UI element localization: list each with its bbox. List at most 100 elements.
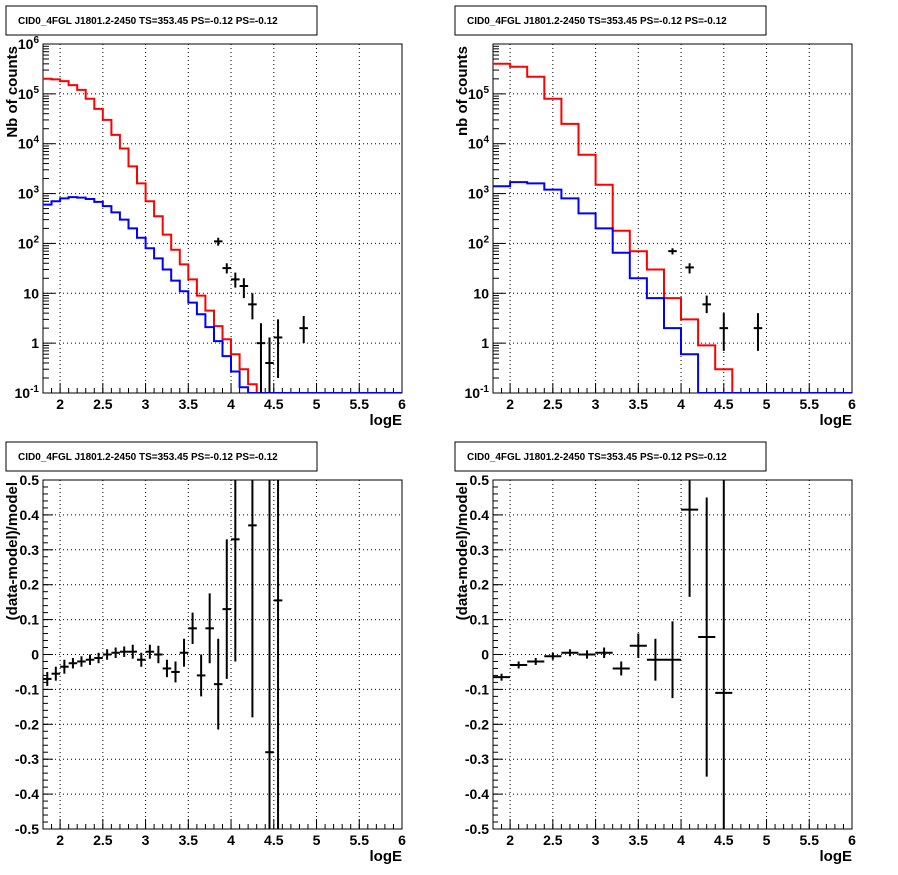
y-tick-label: 102 bbox=[468, 234, 490, 251]
y-tick-label: 10-1 bbox=[465, 384, 490, 401]
data-point bbox=[119, 646, 129, 657]
data-point bbox=[595, 647, 613, 658]
y-tick-label: 1 bbox=[481, 335, 489, 351]
data-point bbox=[719, 313, 729, 351]
x-tick-label: 4 bbox=[227, 832, 235, 848]
x-tick-label: 4.5 bbox=[264, 832, 284, 848]
data-point bbox=[137, 652, 146, 667]
x-tick-label: 6 bbox=[398, 832, 406, 848]
x-tick-label: 6 bbox=[848, 832, 856, 848]
x-tick-label: 5.5 bbox=[800, 396, 820, 412]
y-tick-label: 0.1 bbox=[20, 612, 40, 628]
x-tick-label: 2 bbox=[506, 396, 514, 412]
y-tick-label: 103 bbox=[468, 185, 490, 202]
data-point bbox=[205, 593, 214, 664]
data-point bbox=[299, 316, 308, 344]
title-box bbox=[5, 441, 318, 472]
y-tick-label: 0 bbox=[481, 647, 489, 663]
y-tick-label: -0.4 bbox=[465, 786, 489, 802]
y-tick-label: 10-1 bbox=[15, 384, 40, 401]
y-tick-label: 105 bbox=[468, 85, 490, 102]
y-tick-label: 1 bbox=[31, 335, 39, 351]
x-tick-label: 4 bbox=[227, 396, 235, 412]
data-point bbox=[629, 633, 647, 658]
y-axis-label: Nb of counts bbox=[4, 46, 21, 138]
plot-area bbox=[493, 480, 733, 829]
data-point bbox=[179, 638, 189, 667]
data-point bbox=[239, 278, 249, 299]
x-tick-label: 4 bbox=[677, 832, 685, 848]
data-point bbox=[231, 480, 240, 662]
plot-area bbox=[43, 480, 283, 829]
plot-frame bbox=[42, 479, 403, 830]
y-tick-label: 0 bbox=[31, 647, 39, 663]
x-tick-label: 2.5 bbox=[93, 396, 113, 412]
y-axis-label: (data-model)/model bbox=[4, 482, 21, 620]
data-point bbox=[162, 659, 172, 678]
data-point bbox=[222, 539, 232, 679]
x-tick-label: 3 bbox=[592, 396, 600, 412]
data-point bbox=[256, 323, 266, 393]
model-histogram-line bbox=[493, 62, 852, 393]
y-tick-label: 0.5 bbox=[20, 472, 40, 488]
data-point bbox=[561, 649, 579, 657]
x-tick-label: 2 bbox=[56, 832, 64, 848]
data-point bbox=[171, 661, 180, 683]
x-tick-label: 3 bbox=[142, 832, 150, 848]
plot-area bbox=[493, 62, 852, 393]
y-tick-label: -0.3 bbox=[15, 751, 39, 767]
data-point bbox=[493, 673, 511, 681]
data-point bbox=[154, 645, 163, 664]
x-tick-label: 5.5 bbox=[800, 832, 820, 848]
x-tick-label: 5.5 bbox=[350, 832, 370, 848]
x-tick-label: 5.5 bbox=[350, 396, 370, 412]
y-tick-label: -0.2 bbox=[15, 716, 39, 732]
data-point bbox=[698, 497, 716, 777]
y-tick-label: 0.4 bbox=[470, 507, 490, 523]
y-tick-label: -0.5 bbox=[465, 821, 489, 837]
y-tick-label: 10 bbox=[23, 285, 39, 301]
y-tick-label: -0.2 bbox=[465, 716, 489, 732]
x-tick-label: 4 bbox=[677, 396, 685, 412]
data-point bbox=[273, 480, 283, 829]
data-point bbox=[231, 272, 240, 288]
title-box bbox=[454, 5, 767, 36]
chart-title: CID0_4FGL J1801.2-2450 TS=353.45 PS=-0.1… bbox=[467, 16, 727, 27]
x-tick-label: 6 bbox=[398, 396, 406, 412]
title-box bbox=[454, 441, 767, 472]
data-point bbox=[265, 480, 274, 829]
data-point bbox=[77, 656, 86, 667]
chart-title: CID0_4FGL J1801.2-2450 TS=353.45 PS=-0.1… bbox=[467, 452, 727, 463]
model-histogram-line bbox=[43, 77, 402, 393]
x-tick-label: 5 bbox=[763, 396, 771, 412]
y-tick-label: 104 bbox=[468, 135, 490, 152]
data-point bbox=[188, 612, 197, 645]
x-tick-label: 2 bbox=[56, 396, 64, 412]
data-point bbox=[248, 480, 257, 718]
y-tick-label: 0.2 bbox=[470, 577, 490, 593]
y-tick-label: 0.3 bbox=[470, 542, 490, 558]
data-point bbox=[222, 263, 232, 274]
data-point bbox=[68, 657, 78, 669]
chart-title: CID0_4FGL J1801.2-2450 TS=353.45 PS=-0.1… bbox=[18, 452, 278, 463]
y-tick-label: 0.1 bbox=[470, 612, 490, 628]
y-tick-label: 10 bbox=[473, 285, 489, 301]
y-axis-label: nb of counts bbox=[454, 46, 471, 136]
data-point bbox=[681, 480, 699, 597]
data-point bbox=[213, 638, 223, 730]
y-tick-label: -0.1 bbox=[465, 681, 489, 697]
x-axis-label: logE bbox=[370, 848, 403, 865]
x-axis-label: logE bbox=[820, 848, 853, 865]
x-tick-label: 5 bbox=[313, 832, 321, 848]
y-tick-label: -0.5 bbox=[15, 821, 39, 837]
y-tick-label: 106 bbox=[18, 35, 40, 52]
chart-panel-4: CID0_4FGL J1801.2-2450 TS=353.45 PS=-0.1… bbox=[454, 441, 856, 865]
data-point bbox=[51, 666, 61, 681]
data-point bbox=[145, 644, 155, 659]
data-point bbox=[111, 647, 120, 658]
x-axis-label: logE bbox=[820, 412, 853, 429]
y-tick-label: 105 bbox=[18, 85, 40, 102]
x-tick-label: 3.5 bbox=[179, 396, 199, 412]
data-point bbox=[646, 638, 664, 681]
